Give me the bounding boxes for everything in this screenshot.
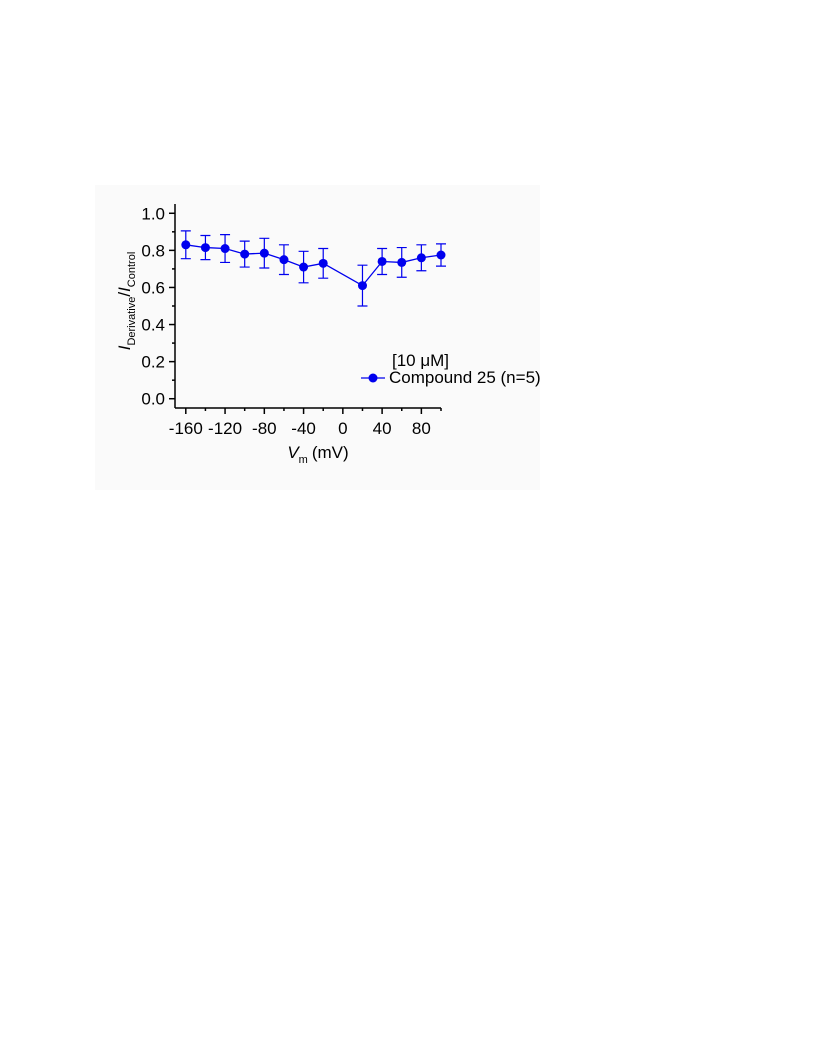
x-tick-label: 0 bbox=[338, 419, 347, 438]
y-tick-label: 0.0 bbox=[141, 390, 165, 409]
y-label-part: I bbox=[115, 345, 134, 350]
x-tick-label: -120 bbox=[208, 419, 242, 438]
y-tick-label: 0.2 bbox=[141, 353, 165, 372]
y-tick-label: 0.4 bbox=[141, 316, 165, 335]
data-point bbox=[259, 248, 269, 258]
x-axis-label: Vm (mV) bbox=[287, 443, 348, 466]
x-tick-label: 80 bbox=[412, 419, 431, 438]
data-point bbox=[279, 255, 289, 265]
y-tick-label: 1.0 bbox=[141, 204, 165, 223]
x-tick-label: -40 bbox=[291, 419, 316, 438]
legend-label: Compound 25 (n=5) bbox=[389, 368, 541, 387]
data-point bbox=[240, 249, 250, 259]
x-label-part: m bbox=[299, 454, 308, 466]
data-point bbox=[357, 281, 367, 291]
data-point bbox=[200, 243, 210, 253]
x-tick-label: 40 bbox=[373, 419, 392, 438]
y-label-part: Control bbox=[126, 252, 138, 287]
x-tick-label: -160 bbox=[169, 419, 203, 438]
y-tick-label: 0.6 bbox=[141, 278, 165, 297]
chart-background bbox=[95, 185, 540, 490]
data-point bbox=[436, 250, 446, 260]
data-point bbox=[220, 244, 230, 254]
y-label-part: I bbox=[115, 287, 134, 292]
data-point bbox=[377, 256, 387, 266]
x-tick-label: -80 bbox=[252, 419, 277, 438]
data-point bbox=[318, 258, 328, 268]
data-point bbox=[299, 262, 309, 272]
x-label-part: V bbox=[287, 443, 300, 462]
legend-marker bbox=[368, 373, 378, 383]
y-tick-label: 0.8 bbox=[141, 241, 165, 260]
y-axis-label: IDerivative/IControl bbox=[115, 252, 138, 351]
data-point bbox=[397, 257, 407, 267]
data-point bbox=[181, 240, 191, 250]
y-label-part: Derivative bbox=[126, 297, 138, 346]
data-point bbox=[416, 253, 426, 263]
legend-title: [10 μM] bbox=[392, 351, 449, 370]
y-label-part: / bbox=[115, 292, 134, 297]
x-label-part: (mV) bbox=[312, 443, 349, 462]
